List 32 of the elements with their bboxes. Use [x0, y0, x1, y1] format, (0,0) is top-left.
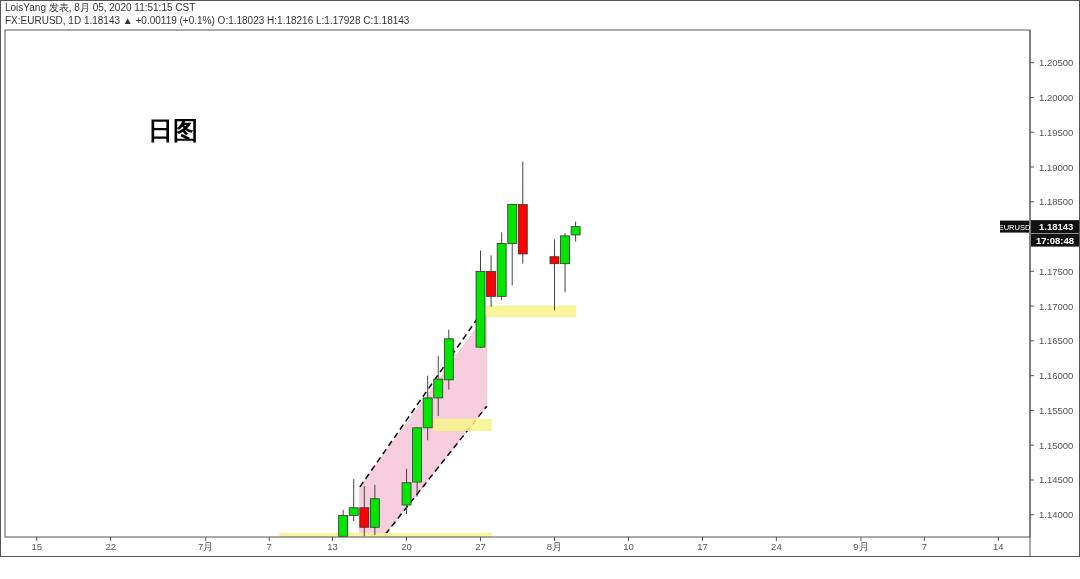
x-tick-label: 22 — [105, 541, 116, 552]
x-tick-label: 27 — [475, 541, 486, 552]
y-tick-label: 1.16500 — [1039, 335, 1074, 347]
x-tick-label: 7月 — [198, 541, 214, 552]
text: 日图 — [148, 116, 198, 144]
x-tick-label: 8月 — [546, 541, 563, 552]
x-tick-label: 15 — [31, 541, 42, 552]
x-tick-label: 24 — [771, 541, 782, 552]
y-tick-label: 1.17500 — [1039, 265, 1074, 277]
x-tick-label: 14 — [993, 541, 1004, 552]
y-tick-label: 1.20500 — [1039, 57, 1074, 69]
x-tick-label: 9月 — [853, 541, 869, 552]
x-tick-label: 10 — [623, 541, 634, 552]
y-tick-label: 1.19500 — [1039, 126, 1074, 138]
y-tick-label: 1.14500 — [1039, 474, 1074, 486]
y-tick-label: 1.15500 — [1039, 404, 1074, 416]
text: 17:08:48 — [1036, 234, 1075, 246]
x-tick-label: 17 — [697, 541, 708, 552]
x-tick-label: 20 — [401, 541, 412, 552]
y-tick-label: 1.14000 — [1039, 509, 1074, 521]
y-tick-label: 1.19000 — [1039, 161, 1074, 173]
text: FX:EURUSD, 1D 1.18143 ▲ +0.00119 (+0.1%) O:1.18023 H:1.18216 L:1.17928 C:1.18143 — [5, 15, 410, 26]
x-tick-label: 7 — [921, 541, 927, 552]
x-tick-label: 7 — [266, 541, 272, 552]
text: 1.18143 — [1039, 221, 1074, 233]
x-tick-label: 13 — [327, 541, 338, 552]
y-tick-label: 1.20000 — [1039, 91, 1074, 103]
text: LoisYang 发表, 8月 05, 2020 11:51:15 CST — [5, 2, 196, 13]
y-tick-label: 1.17000 — [1039, 300, 1074, 312]
y-tick-label: 1.18500 — [1039, 196, 1074, 208]
y-tick-label: 1.16000 — [1039, 370, 1074, 382]
y-tick-label: 1.15000 — [1039, 439, 1074, 451]
